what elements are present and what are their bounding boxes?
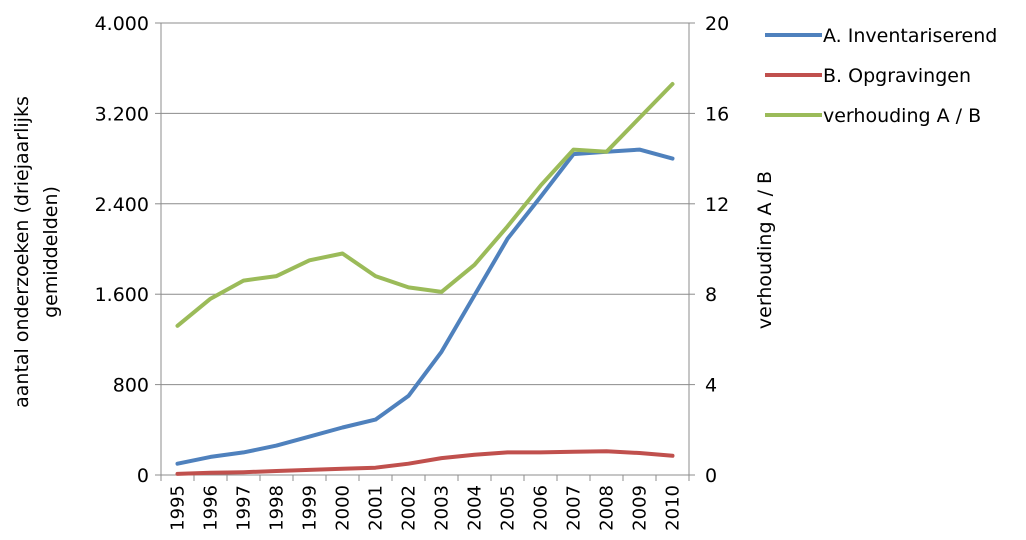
- x-tick-label: 1996: [201, 485, 222, 531]
- right-axis-ticks: 0 4 8 12 16 20: [705, 13, 729, 487]
- right-tick-label: 16: [705, 103, 729, 125]
- x-tick-label: 2010: [663, 485, 684, 531]
- x-tick-label: 2006: [531, 485, 552, 531]
- x-tick-label: 2002: [399, 485, 420, 531]
- right-tick-label: 4: [705, 375, 717, 397]
- x-tick-label: 2001: [366, 485, 387, 531]
- left-axis-title-line-2: gemiddelden): [40, 186, 62, 318]
- x-tick-label: 1995: [168, 485, 189, 531]
- left-tick-label: 4.000: [95, 13, 149, 35]
- left-tick-label: 3.200: [95, 103, 149, 125]
- legend-label: A. Inventariserend: [823, 25, 997, 47]
- legend-label: verhouding A / B: [823, 105, 981, 127]
- x-tick-label: 2007: [564, 485, 585, 531]
- x-tick-label: 2009: [630, 485, 651, 531]
- left-tick-label: 1.600: [95, 284, 149, 306]
- x-tick-label: 2008: [597, 485, 618, 531]
- left-tick-label: 800: [113, 375, 149, 397]
- series-line-verhouding-a-b: [175, 82, 675, 328]
- x-tick-label: 1999: [300, 485, 321, 531]
- x-tick-label: 2003: [432, 485, 453, 531]
- right-tick-label: 8: [705, 284, 717, 306]
- x-tick-label: 2005: [498, 485, 519, 531]
- legend: A. Inventariserend B. Opgravingen verhoudi…: [765, 25, 997, 127]
- series-line-b-opgravingen: [175, 449, 675, 476]
- left-tick-label: 0: [137, 465, 149, 487]
- left-axis-ticks: 0 800 1.600 2.400 3.200 4.000: [95, 13, 149, 487]
- x-tick-label: 2000: [333, 485, 354, 531]
- x-tick-label: 1998: [267, 485, 288, 531]
- right-tick-label: 20: [705, 13, 729, 35]
- right-tick-label: 12: [705, 194, 729, 216]
- series-layer: [175, 82, 675, 476]
- x-tick-label: 2004: [465, 485, 486, 531]
- axes: [155, 22, 695, 481]
- left-axis-title-line-1: aantal onderzoeken (driejaarlijks: [11, 96, 33, 408]
- right-tick-label: 0: [705, 465, 717, 487]
- left-tick-label: 2.400: [95, 194, 149, 216]
- series-line-a-inventariserend: [175, 147, 675, 466]
- right-axis-title: verhouding A / B: [754, 171, 776, 329]
- legend-label: B. Opgravingen: [823, 65, 971, 87]
- x-axis-ticks: 1995 1996 1997 1998 1999 2000 2001 2002 2003 2004…: [168, 485, 684, 531]
- gridlines: [161, 22, 689, 476]
- x-tick-label: 1997: [234, 485, 255, 531]
